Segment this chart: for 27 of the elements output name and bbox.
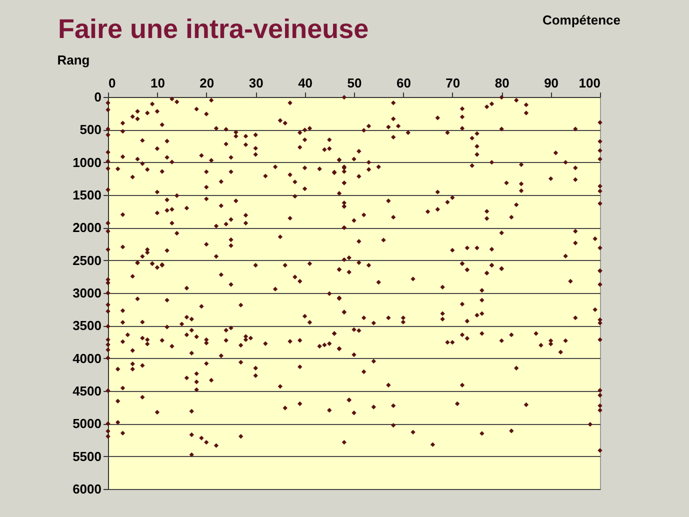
y-tick-label: 3500 [72,318,102,334]
x-axis-title: Compétence [542,12,620,28]
x-tick-label: 90 [544,76,559,90]
chart-title: Faire une intra-veineuse [58,14,369,45]
x-tick-label: 100 [578,76,600,90]
y-tick-label: 2500 [72,252,102,268]
x-tick-label: 60 [396,76,411,90]
y-tick-label: 2000 [72,220,102,236]
y-tick-label: 1000 [72,154,102,170]
x-tick-label: 70 [446,76,460,90]
x-tick-label: 10 [150,76,165,90]
y-tick-label: 5500 [72,448,102,464]
x-tick-label: 30 [248,76,264,90]
y-tick-label: 4500 [72,384,102,398]
x-tick-label: 80 [494,76,510,90]
y-axis-title: Rang [57,52,90,68]
x-tick-label: 0 [108,76,116,90]
y-tick-label: 1500 [72,188,102,202]
y-tick-label: 3000 [72,286,102,300]
y-tick-label: 5000 [72,416,102,432]
y-tick-label: 0 [94,90,102,104]
x-tick-label: 20 [200,76,214,90]
x-tick-label: 50 [347,76,362,90]
y-tick-label: 4000 [72,350,102,366]
x-tick-label: 40 [298,76,313,90]
y-tick-label: 500 [80,122,102,138]
y-tick-label: 6000 [72,482,102,496]
